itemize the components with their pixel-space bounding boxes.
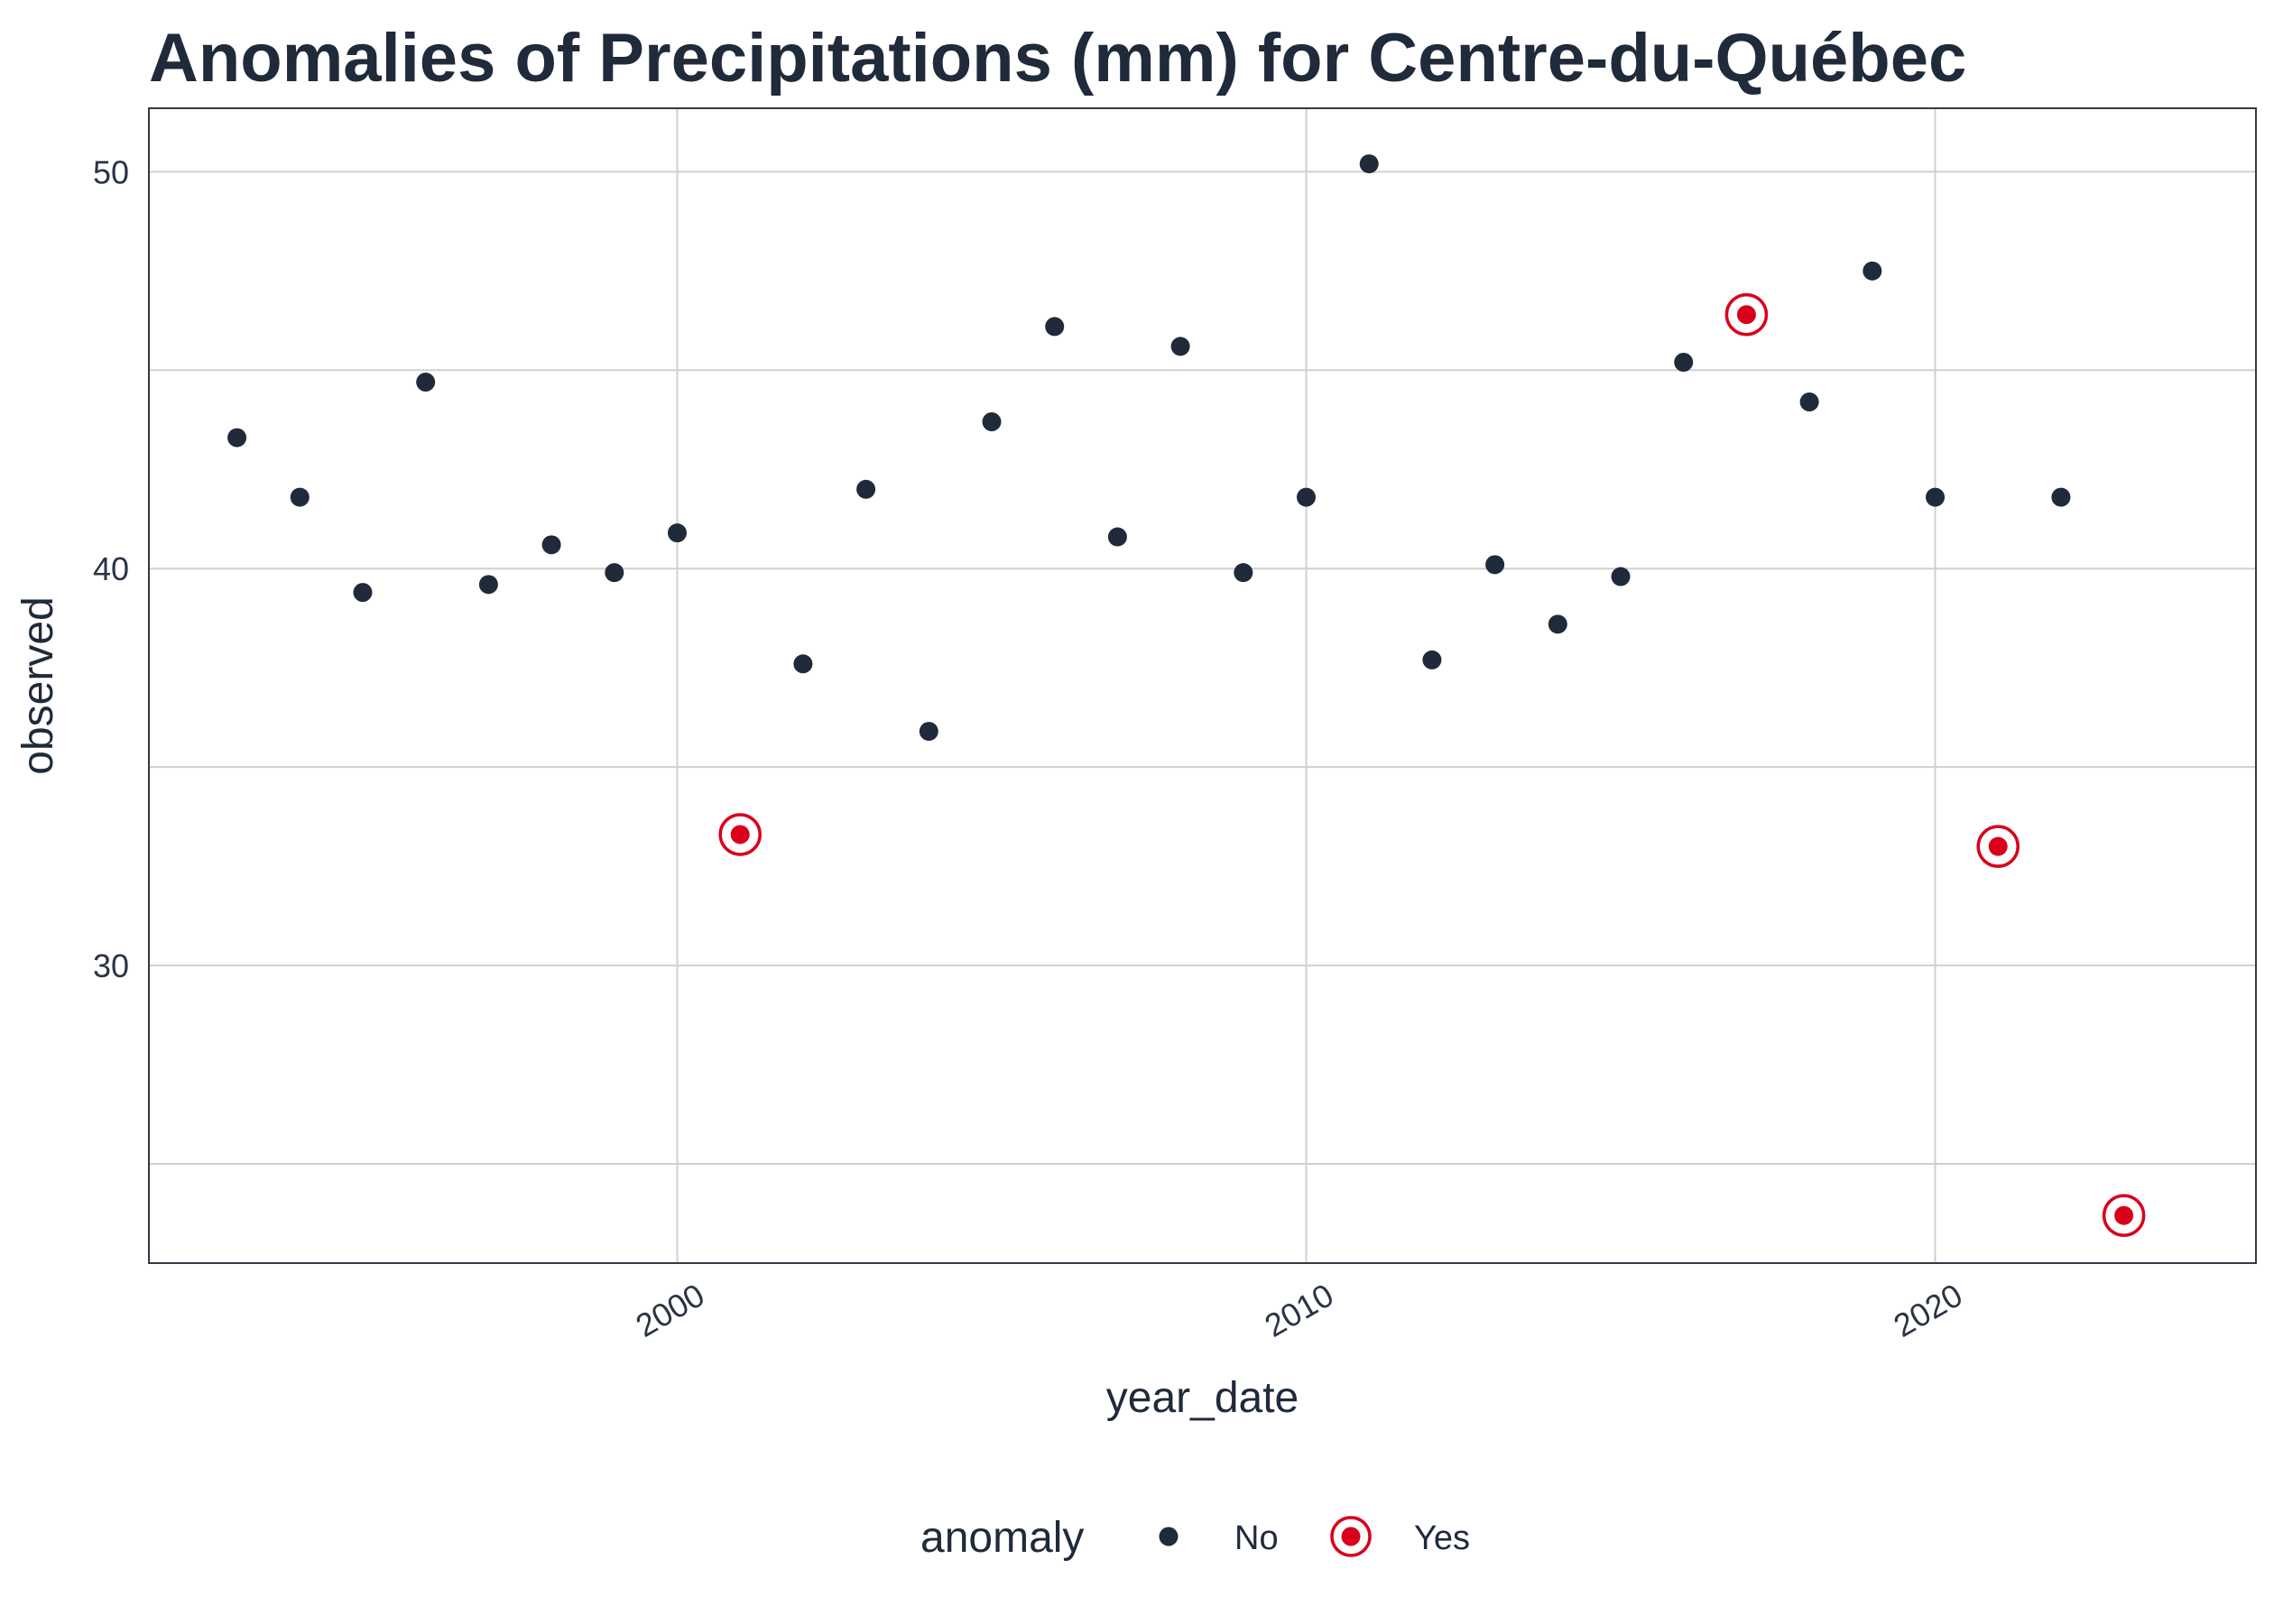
point-marker: [730, 825, 750, 844]
data-point: [227, 428, 247, 448]
point-marker: [856, 479, 876, 499]
point-marker: [541, 535, 561, 555]
anomaly-point: [2102, 1194, 2146, 1237]
data-point: [1045, 317, 1065, 337]
data-point: [1863, 261, 1882, 281]
point-marker: [1863, 261, 1882, 281]
point-marker: [1234, 563, 1253, 583]
data-point: [1107, 527, 1127, 547]
data-point: [478, 575, 498, 595]
point-marker: [478, 575, 498, 595]
point-marker: [290, 487, 310, 507]
anomaly-ring: [718, 813, 762, 856]
legend-marker: [1341, 1527, 1361, 1546]
point-marker: [1674, 353, 1694, 373]
point-marker: [1045, 317, 1065, 337]
point-marker: [1422, 650, 1442, 669]
data-point: [1926, 487, 1946, 507]
point-marker: [1548, 614, 1567, 634]
x-axis-tick-labels: 2000 2010 2020: [630, 1276, 1969, 1344]
point-marker: [1297, 487, 1317, 507]
point-marker: [1170, 337, 1190, 356]
legend-label: No: [1234, 1519, 1279, 1557]
anomaly-point: [718, 813, 762, 856]
data-point: [1548, 614, 1567, 634]
gridlines: [149, 108, 2256, 1263]
point-marker: [1485, 555, 1505, 575]
data-point: [1799, 392, 1819, 411]
data-point: [605, 563, 624, 583]
point-marker: [353, 583, 373, 603]
y-tick-label: 40: [93, 550, 129, 587]
legend-label: Yes: [1414, 1519, 1470, 1557]
anomaly-point: [1724, 292, 1769, 337]
x-axis-title: year_date: [1106, 1374, 1299, 1422]
point-marker: [1799, 392, 1819, 411]
legend-anomaly-ring: [1330, 1516, 1372, 1557]
data-point: [1485, 555, 1505, 575]
y-axis-tick-labels: 30 40 50: [93, 153, 129, 984]
data-point: [793, 654, 813, 674]
data-point: [1674, 353, 1694, 373]
data-point: [2051, 487, 2071, 507]
data-point: [1297, 487, 1317, 507]
data-point: [856, 479, 876, 499]
legend: anomaly No Yes: [920, 1514, 1470, 1562]
point-marker: [1926, 487, 1946, 507]
legend-item-no: No: [1159, 1519, 1279, 1557]
point-marker: [793, 654, 813, 674]
data-point: [541, 535, 561, 555]
y-tick-label: 30: [93, 947, 129, 984]
anomaly-ring: [2102, 1194, 2146, 1237]
x-tick-label: 2010: [1259, 1276, 1340, 1344]
point-marker: [982, 411, 1002, 431]
point-marker: [919, 722, 938, 742]
data-point: [353, 583, 373, 603]
data-point: [1611, 567, 1631, 586]
data-point: [919, 722, 938, 742]
point-marker: [227, 428, 247, 448]
legend-item-yes: Yes: [1330, 1516, 1470, 1557]
data-point: [1422, 650, 1442, 669]
point-marker: [667, 523, 687, 543]
data-point: [1234, 563, 1253, 583]
y-axis-title: observed: [14, 596, 62, 774]
point-marker: [416, 373, 436, 392]
anomaly-ring: [1976, 825, 2020, 868]
data-point: [1170, 337, 1190, 356]
chart-title: Anomalies of Precipitations (mm) for Cen…: [149, 20, 1966, 97]
point-marker: [1359, 154, 1379, 174]
point-marker: [2051, 487, 2071, 507]
legend-marker: [1159, 1527, 1179, 1546]
point-marker: [1736, 305, 1756, 325]
point-marker: [605, 563, 624, 583]
x-tick-label: 2020: [1888, 1276, 1969, 1344]
data-point: [1359, 154, 1379, 174]
data-point: [416, 373, 436, 392]
plot-panel-border: [148, 107, 2257, 1264]
y-tick-label: 50: [93, 153, 129, 190]
data-point: [290, 487, 310, 507]
legend-title: anomaly: [920, 1514, 1084, 1562]
data-points: [227, 154, 2146, 1237]
x-tick-label: 2000: [630, 1276, 711, 1344]
data-point: [982, 411, 1002, 431]
point-marker: [1107, 527, 1127, 547]
point-marker: [1611, 567, 1631, 586]
point-marker: [2114, 1205, 2134, 1225]
point-marker: [1988, 836, 2008, 856]
data-point: [667, 523, 687, 543]
anomaly-point: [1976, 825, 2020, 868]
anomaly-ring: [1724, 292, 1769, 337]
